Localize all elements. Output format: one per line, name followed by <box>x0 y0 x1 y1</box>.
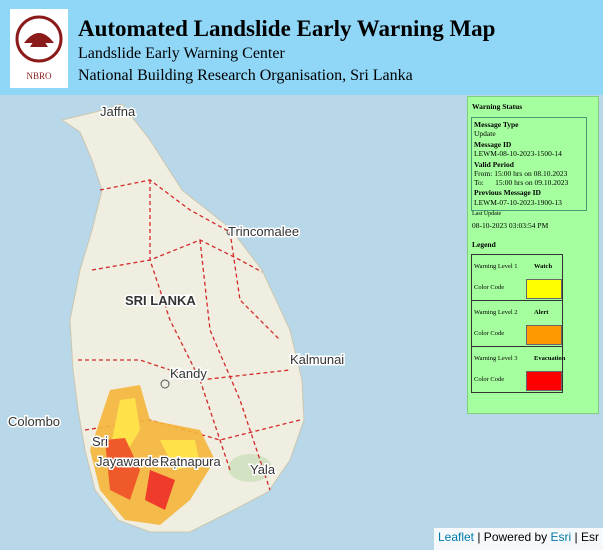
link[interactable]: Esri <box>550 530 572 544</box>
field-label: Message ID <box>474 140 512 149</box>
organisation: National Building Research Organisation,… <box>78 67 413 84</box>
logo: NBRO <box>10 9 68 88</box>
warning-areas <box>90 385 215 525</box>
message-box: Message Type Update Message ID LEWM-08-1… <box>471 117 587 211</box>
attribution-text: | Powered by <box>477 530 548 544</box>
map-layer: Jaffna Trincomalee SRI LANKA Kalmunai Ka… <box>7 103 346 533</box>
panel-title: Warning Status <box>472 102 523 111</box>
field-value: 08-10-2023 03:03:54 PM <box>472 221 549 230</box>
map-label: Colombo <box>8 414 60 429</box>
map-label: Kandy <box>170 366 207 381</box>
field-label: Previous Message ID <box>474 188 541 197</box>
map-label: Jaffna <box>100 104 136 119</box>
legend-code-label: Color Code <box>474 376 505 383</box>
subtitle: Landslide Early Warning Center <box>78 45 285 62</box>
attribution-text: | Esr <box>574 530 599 544</box>
legend-name: Evacuation <box>534 355 566 362</box>
map-label: Trincomalee <box>228 224 299 239</box>
field-value: To: 15:00 hrs on 09.10.2023 <box>474 178 569 187</box>
attribution: Leaflet | Powered by Esri | Esr <box>433 528 603 552</box>
title: Automated Landslide Early Warning Map <box>78 16 496 41</box>
legend-code-label: Color Code <box>474 330 505 337</box>
legend-swatch <box>526 279 562 299</box>
field-value: Update <box>474 129 496 138</box>
map-label: Yala <box>250 462 276 477</box>
map-label: Jayawardenepura <box>96 454 200 469</box>
field-label: Valid Period <box>474 160 514 169</box>
legend-name: Watch <box>534 263 553 270</box>
legend-swatch <box>526 371 562 391</box>
map-label: SRI LANKA <box>125 293 196 308</box>
legend-level: Warning Level 3 <box>474 355 518 362</box>
legend-level: Warning Level 2 <box>474 309 518 316</box>
legend-row: Warning Level 3 Evacuation Color Code <box>471 346 566 393</box>
legend-row: Warning Level 2 Alert Color Code <box>471 300 563 347</box>
field-label: Last Update <box>472 211 502 217</box>
legend-level: Warning Level 1 <box>474 263 518 270</box>
map-label: Kalmunai <box>290 352 344 367</box>
map[interactable]: Jaffna Trincomalee SRI LANKA Kalmunai Ka… <box>0 95 603 550</box>
map-label: Ratnapura <box>160 454 221 469</box>
legend-code-label: Color Code <box>474 284 505 291</box>
warning-panel: Warning Status Message Type Update Messa… <box>467 96 599 414</box>
legend-name: Alert <box>534 309 549 316</box>
field-value: From: 15:00 hrs on 08.10.2023 <box>474 169 568 178</box>
legend-row: Warning Level 1 Watch Color Code <box>471 254 563 301</box>
legend-swatch <box>526 325 562 345</box>
logo-icon <box>15 15 63 63</box>
logo-text: NBRO <box>26 71 52 81</box>
legend-title: Legend <box>472 240 496 249</box>
link[interactable]: Leaflet <box>437 530 475 544</box>
map-label: Sri <box>92 434 108 449</box>
field-value: LEWM-08-10-2023-1500-14 <box>474 149 562 158</box>
field-label: Message Type <box>474 120 519 129</box>
header: NBRO Automated Landslide Early Warning M… <box>0 0 603 95</box>
field-value: LEWM-07-10-2023-1900-13 <box>474 198 562 207</box>
